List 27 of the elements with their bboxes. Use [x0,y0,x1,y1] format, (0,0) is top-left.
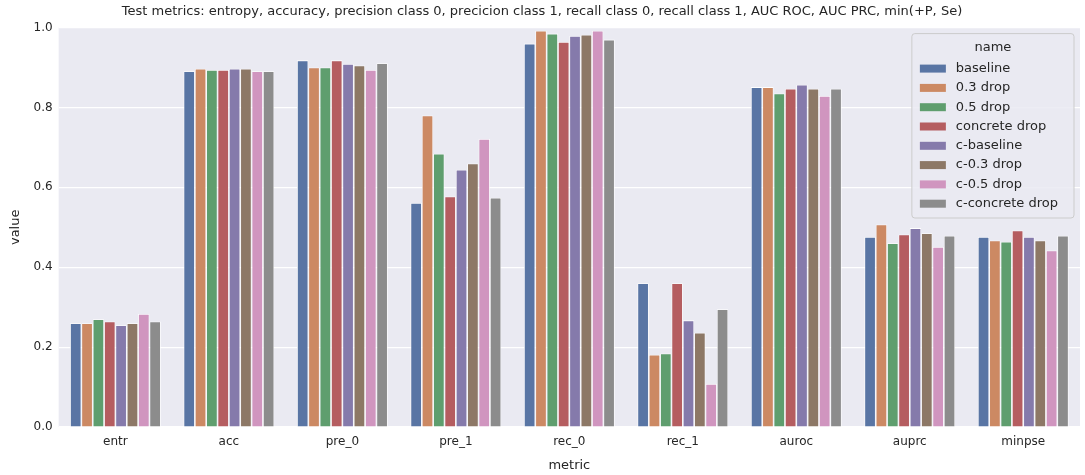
x-tick-label: rec_1 [666,434,699,449]
legend-label: c-baseline [955,137,1023,153]
x-tick-label: pre_0 [325,434,360,449]
y-tick-label: 0.6 [33,179,53,194]
legend-label: c-concrete drop [955,195,1059,211]
x-tick-label: auroc [779,434,814,449]
legend-label: concrete drop [955,117,1047,133]
legend-label: c-0.3 drop [955,156,1023,172]
legend-label: 0.3 drop [955,79,1011,95]
x-tick-label: pre_1 [439,434,473,449]
legend-title: name [974,38,1012,54]
x-axis-title: metric [548,456,591,472]
legend-label: 0.5 drop [955,98,1011,114]
x-tick-label: acc [218,434,240,449]
y-tick-label: 0.4 [33,259,53,274]
x-tick-label: rec_0 [553,434,586,449]
y-tick-label: 0.2 [33,339,53,354]
y-tick-label: 0.8 [33,99,53,114]
legend-label: c-0.5 drop [955,175,1023,191]
x-tick-label: entr [103,434,128,449]
chart-title: Test metrics: entropy, accuracy, precision class 0, precicion class 1, recall class 0, recall class 1, AUC ROC, AUC PRC, min(+P, Se) [120,3,963,19]
x-tick-label: auprc [892,434,927,449]
y-tick-label: 1.0 [33,19,53,34]
y-axis-title: value [7,209,23,246]
y-tick-label: 0.0 [33,419,53,434]
x-tick-label: minpse [1001,434,1046,449]
legend-label: baseline [955,59,1011,75]
